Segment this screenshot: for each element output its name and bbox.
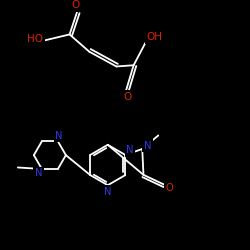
Text: HO: HO [27, 34, 43, 44]
Text: O: O [72, 0, 80, 10]
Text: N: N [35, 168, 42, 178]
Text: N: N [144, 141, 151, 151]
Text: O: O [165, 183, 173, 193]
Text: O: O [123, 92, 132, 102]
Text: N: N [104, 187, 112, 197]
Text: N: N [55, 131, 63, 141]
Text: OH: OH [146, 32, 162, 42]
Text: N: N [126, 145, 134, 155]
